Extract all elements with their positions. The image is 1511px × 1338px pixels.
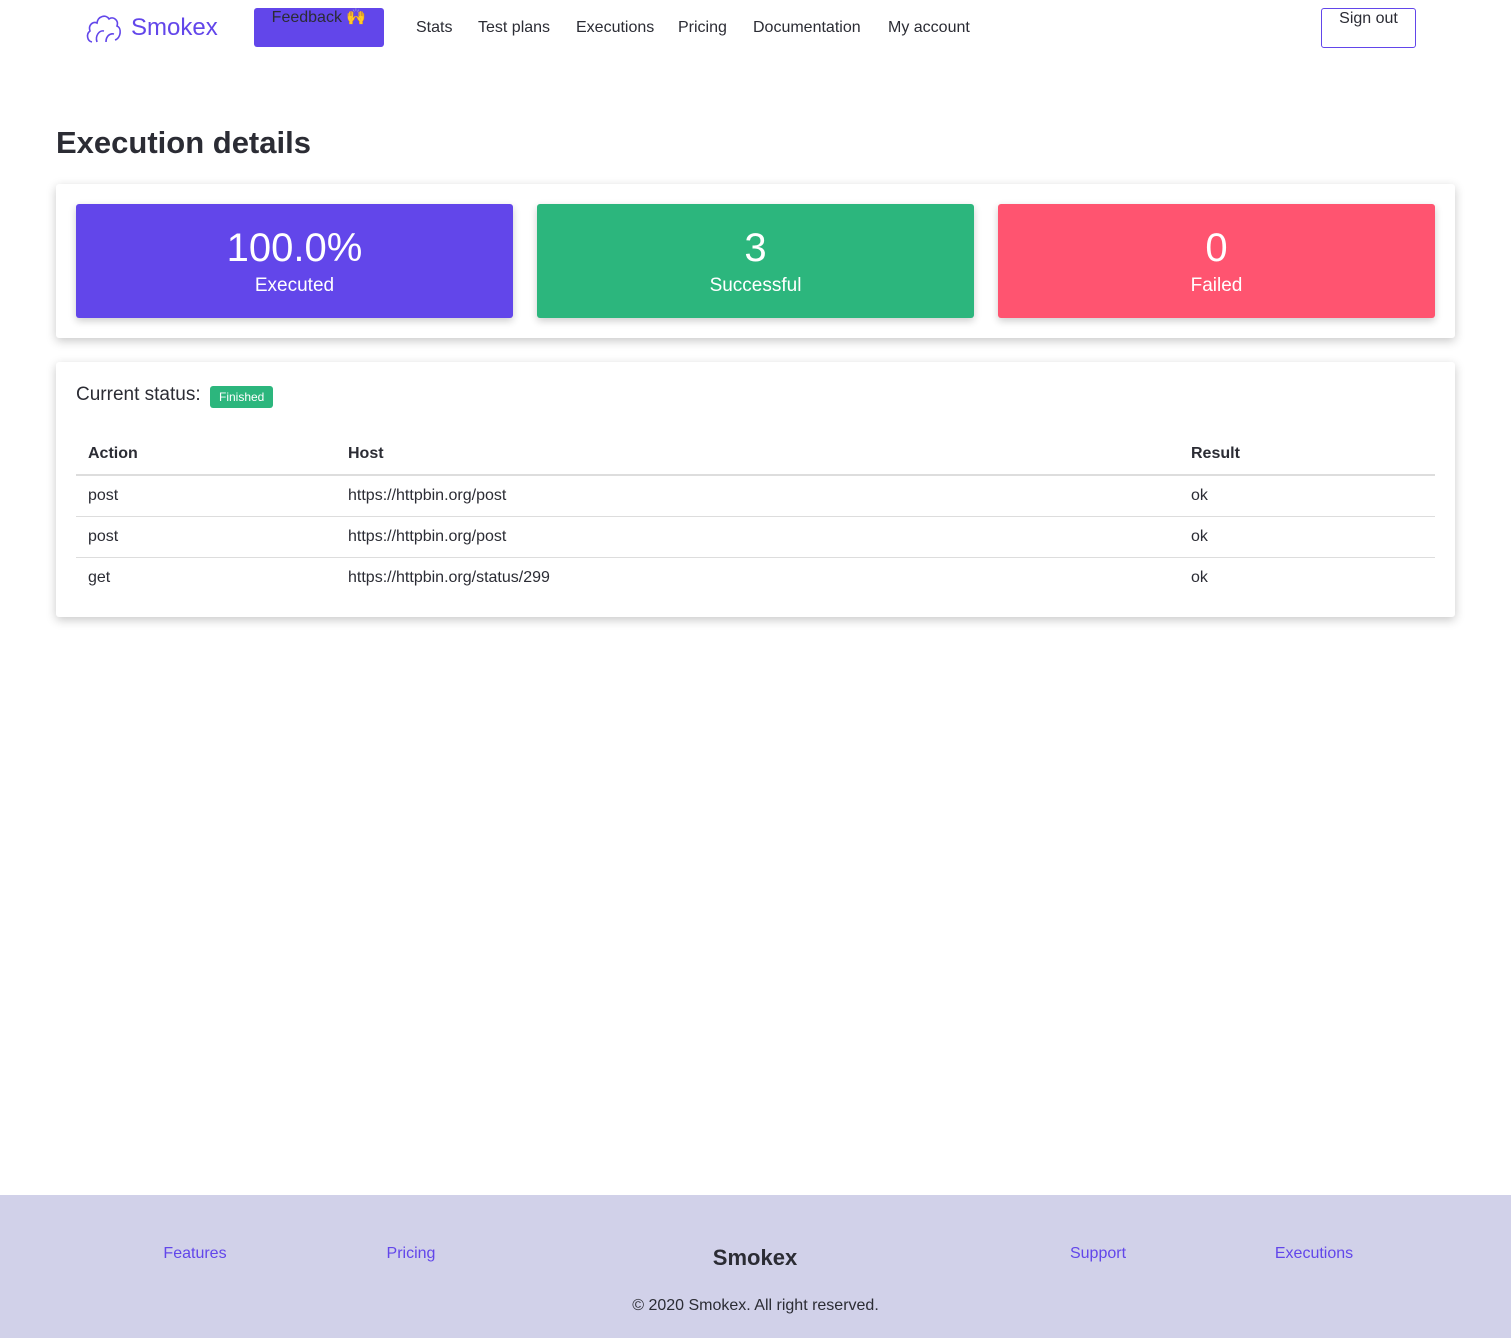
stats-card: 100.0% Executed 3 Successful 0 Failed (56, 184, 1455, 338)
navbar: Smokex Feedback 🙌 Stats Test plans Execu… (0, 0, 1511, 56)
status-label: Current status: (76, 384, 201, 405)
logo-icon (86, 15, 121, 43)
stat-label: Successful (709, 275, 802, 296)
table-cell: https://httpbin.org/post (336, 475, 1179, 517)
footer-link[interactable]: Features (163, 1245, 227, 1262)
copyright: © 2020 Smokex. All right reserved. (632, 1297, 879, 1314)
footer-link[interactable]: Executions (1274, 1245, 1354, 1262)
table-cell: ok (1191, 569, 1208, 586)
page-title: Execution details (56, 125, 311, 160)
stat-value: 0 (1205, 226, 1228, 270)
results-card: Current status: Finished Action Host Res… (56, 362, 1455, 617)
sign-out-button[interactable]: Sign out (1321, 8, 1416, 48)
column-header: Action (76, 434, 336, 476)
table-cell: ok (1179, 516, 1435, 558)
stat-box: 100.0% Executed (76, 204, 513, 318)
table-cell: https://httpbin.org/post (336, 516, 1179, 558)
brand[interactable]: Smokex (131, 14, 218, 41)
table-row: post https://httpbin.org/post ok (76, 516, 1435, 558)
table-cell: https://httpbin.org/status/299 (348, 569, 550, 586)
table-cell: get (88, 569, 111, 586)
table-cell: post (76, 475, 336, 517)
results-table: Action Host Result post https://httpbin.o… (76, 434, 1435, 598)
header-row: Action Host Result (76, 434, 1435, 476)
table-body: post https://httpbin.org/post ok post https:… (76, 475, 1435, 598)
table-row: post https://httpbin.org/post ok (76, 475, 1435, 517)
table-cell: post (76, 516, 336, 558)
column-header: Host (336, 434, 1179, 476)
stat-label: Failed (1190, 275, 1243, 296)
footer-brand: Smokex (712, 1245, 798, 1270)
column-header: Result (1179, 434, 1435, 476)
nav-link[interactable]: Pricing (678, 19, 727, 36)
stat-label: Executed (254, 275, 335, 296)
footer: Features Pricing Smokex Support Executio… (0, 1195, 1511, 1338)
table-row: get https://httpbin.org/status/299 ok (76, 558, 1435, 599)
nav-link[interactable]: Documentation (753, 19, 861, 36)
table-cell: ok (1179, 475, 1435, 517)
status-badge: Finished (210, 386, 274, 408)
nav-link[interactable]: Stats (416, 19, 453, 36)
footer-link[interactable]: Support (1069, 1245, 1127, 1262)
stat-value: 100.0% (226, 226, 363, 270)
nav-link[interactable]: Test plans (478, 19, 551, 36)
nav-link[interactable]: My account (888, 19, 970, 36)
stat-box: 3 Successful (537, 204, 974, 318)
stat-value: 3 (744, 226, 767, 270)
footer-link[interactable]: Pricing (386, 1245, 436, 1262)
feedback-button[interactable]: Feedback 🙌 (254, 8, 384, 47)
stat-box: 0 Failed (998, 204, 1435, 318)
nav-link[interactable]: Executions (576, 19, 655, 36)
